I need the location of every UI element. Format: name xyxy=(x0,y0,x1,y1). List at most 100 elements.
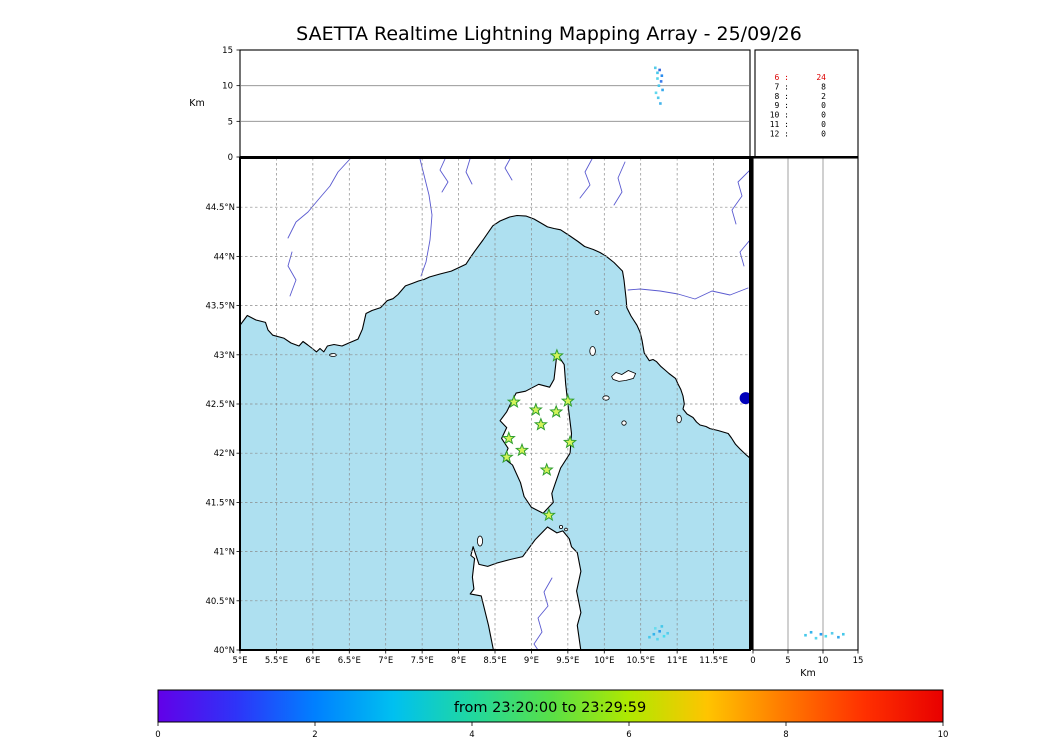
lightning-point xyxy=(658,84,661,87)
alt-lat-scatter xyxy=(804,631,844,640)
island-gorgona xyxy=(595,311,599,315)
lightning-point xyxy=(810,631,813,634)
alt-lon-gridlines xyxy=(241,86,749,122)
stats-hour-label: 9 : xyxy=(775,101,789,110)
latitude-tick-label: 43°N xyxy=(214,351,235,361)
colorbar-tick-label: 6 xyxy=(626,730,631,740)
stats-hour-label: 6 : xyxy=(775,73,789,82)
longitude-tick-label: 5.5°E xyxy=(265,656,288,666)
stats-hour-label: 7 : xyxy=(775,82,789,91)
lightning-point xyxy=(654,627,657,630)
longitude-tick-label: 6.5°E xyxy=(338,656,361,666)
lightning-point xyxy=(648,636,651,639)
lightning-point xyxy=(663,635,666,638)
stats-count: 24 xyxy=(816,73,826,82)
lightning-point xyxy=(658,69,661,72)
altitude-tick-label: 5 xyxy=(228,117,233,127)
lightning-point xyxy=(666,632,669,635)
latitude-tick-label: 42°N xyxy=(214,449,235,459)
km-tick-label: 15 xyxy=(853,656,864,666)
island-capraia xyxy=(590,347,596,356)
lightning-point xyxy=(825,635,828,638)
lightning-point xyxy=(656,638,659,641)
stats-frame xyxy=(755,50,858,157)
lightning-point xyxy=(653,633,656,636)
lightning-point xyxy=(659,102,662,105)
island-montecristo xyxy=(622,421,626,425)
altitude-axis-label: Km xyxy=(189,98,204,109)
km-axis-label: Km xyxy=(800,668,815,679)
stats-count: 0 xyxy=(821,101,826,110)
lightning-point xyxy=(654,67,657,70)
colorbar-tick-labels: 0 2 4 6 8 10 xyxy=(155,722,948,740)
lightning-point xyxy=(656,77,659,80)
colorbar-tick-label: 2 xyxy=(312,730,317,740)
stats-count: 0 xyxy=(821,120,826,129)
longitude-tick-label: 7°E xyxy=(378,656,393,666)
island-maddalena-2 xyxy=(565,528,568,531)
colorbar-panel: from 23:20:00 to 23:29:59 0 2 4 6 8 10 xyxy=(155,690,948,740)
longitude-tick-label: 7.5°E xyxy=(411,656,434,666)
figure-canvas: 051015 Km 6 :247 :88 :29 :010 :011 :012 … xyxy=(0,0,1050,750)
alt-lon-frame xyxy=(240,50,750,157)
colorbar-label: from 23:20:00 to 23:29:59 xyxy=(454,700,646,716)
map-panel: 5°E5.5°E6°E6.5°E7°E7.5°E8°E8.5°E9°E9.5°E… xyxy=(205,158,751,666)
latitude-tick-label: 40.5°N xyxy=(205,597,235,607)
colorbar-tick-label: 4 xyxy=(469,730,474,740)
latitude-tick-label: 40°N xyxy=(214,646,235,656)
longitude-tick-label: 11.5°E xyxy=(699,656,728,666)
longitude-tick-label: 11°E xyxy=(667,656,687,666)
latitude-tick-label: 44.5°N xyxy=(205,203,235,213)
lightning-point xyxy=(661,625,664,628)
altitude-tick-label: 15 xyxy=(222,46,233,56)
colorbar-tick-label: 0 xyxy=(155,730,160,740)
longitude-tick-label: 8°E xyxy=(451,656,466,666)
latitude-tick-label: 42.5°N xyxy=(205,400,235,410)
colorbar-tick-label: 10 xyxy=(938,730,949,740)
latitude-tick-label: 44°N xyxy=(214,252,235,262)
lightning-point xyxy=(815,637,818,640)
alt-lat-panel: 0 5 10 15 Km xyxy=(750,158,863,679)
island-pianosa xyxy=(603,396,609,400)
latitude-tick-label: 41.5°N xyxy=(205,498,235,508)
lightning-map-figure: SAETTA Realtime Lightning Mapping Array … xyxy=(0,0,1050,750)
latitude-tick-label: 43.5°N xyxy=(205,302,235,312)
lightning-point xyxy=(804,634,807,637)
lightning-point xyxy=(657,96,660,99)
altitude-tick-label: 0 xyxy=(228,153,233,163)
stats-hour-label: 11 : xyxy=(770,120,789,129)
lightning-point xyxy=(661,89,664,92)
colorbar-tick-label: 8 xyxy=(783,730,788,740)
longitude-tick-label: 9°E xyxy=(524,656,539,666)
lightning-point xyxy=(831,632,834,635)
stats-rows: 6 :247 :88 :29 :010 :011 :012 :0 xyxy=(770,73,826,138)
longitude-tick-label: 8.5°E xyxy=(483,656,506,666)
lightning-point xyxy=(661,74,664,77)
stats-hour-label: 10 : xyxy=(770,111,789,120)
lightning-point xyxy=(842,633,845,636)
alt-lat-tick-labels: 0 5 10 15 xyxy=(750,650,863,666)
km-tick-label: 10 xyxy=(818,656,829,666)
lightning-point xyxy=(656,72,659,75)
longitude-tick-label: 9.5°E xyxy=(556,656,579,666)
lightning-point xyxy=(820,633,823,636)
stats-count: 8 xyxy=(821,82,826,91)
alt-lat-frame xyxy=(753,158,858,650)
km-tick-label: 5 xyxy=(785,656,790,666)
island-asinara xyxy=(477,536,482,546)
alt-lat-gridlines xyxy=(788,158,823,650)
alt-lon-tick-labels: 051015 xyxy=(222,46,240,163)
map-content xyxy=(240,158,752,651)
stats-panel: 6 :247 :88 :29 :010 :011 :012 :0 xyxy=(755,50,858,157)
stats-count: 0 xyxy=(821,111,826,120)
lightning-point xyxy=(837,636,840,639)
longitude-tick-label: 10.5°E xyxy=(626,656,655,666)
stats-count: 0 xyxy=(821,129,826,138)
latitude-tick-label: 41°N xyxy=(214,548,235,558)
alt-lon-panel: 051015 Km xyxy=(189,46,750,163)
longitude-tick-label: 5°E xyxy=(232,656,247,666)
lightning-point xyxy=(655,92,658,95)
km-tick-label: 0 xyxy=(750,656,755,666)
lightning-point xyxy=(658,630,661,633)
lightning-point xyxy=(660,80,663,83)
